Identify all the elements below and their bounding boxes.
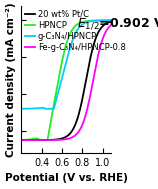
g-C₃N₄/HPNCP [88, 20, 90, 23]
20 wt% Pt/C [20, 139, 22, 141]
HPNCP [78, 22, 79, 25]
20 wt% Pt/C [26, 139, 28, 141]
Line: g-C₃N₄/HPNCP: g-C₃N₄/HPNCP [21, 20, 111, 109]
X-axis label: Potential (V vs. RHE): Potential (V vs. RHE) [5, 174, 128, 184]
Fe-g-C₃N₄/HPNCP-0.8 [77, 131, 79, 133]
20 wt% Pt/C [75, 122, 77, 125]
Legend: 20 wt% Pt/C, HPNCP, g-C₃N₄/HPNCP, Fe-g-C₃N₄/HPNCP-0.8: 20 wt% Pt/C, HPNCP, g-C₃N₄/HPNCP, Fe-g-C… [24, 8, 127, 54]
Fe-g-C₃N₄/HPNCP-0.8 [72, 136, 74, 138]
20 wt% Pt/C [98, 31, 100, 33]
HPNCP [88, 20, 90, 22]
HPNCP [26, 139, 28, 141]
HPNCP [110, 19, 112, 21]
g-C₃N₄/HPNCP [26, 108, 28, 110]
Fe-g-C₃N₄/HPNCP-0.8 [75, 134, 77, 136]
Line: Fe-g-C₃N₄/HPNCP-0.8: Fe-g-C₃N₄/HPNCP-0.8 [21, 25, 111, 140]
g-C₃N₄/HPNCP [98, 19, 100, 22]
Fe-g-C₃N₄/HPNCP-0.8 [98, 52, 100, 55]
g-C₃N₄/HPNCP [20, 108, 22, 110]
Fe-g-C₃N₄/HPNCP-0.8 [26, 139, 28, 141]
20 wt% Pt/C [110, 21, 112, 23]
20 wt% Pt/C [88, 62, 90, 64]
20 wt% Pt/C [72, 128, 74, 130]
Fe-g-C₃N₄/HPNCP-0.8 [88, 99, 90, 101]
HPNCP [75, 24, 77, 27]
HPNCP [39, 139, 41, 141]
Line: 20 wt% Pt/C: 20 wt% Pt/C [21, 22, 111, 140]
20 wt% Pt/C [77, 114, 79, 117]
Line: HPNCP: HPNCP [21, 20, 111, 140]
g-C₃N₄/HPNCP [78, 27, 79, 29]
HPNCP [98, 19, 100, 22]
g-C₃N₄/HPNCP [75, 32, 77, 34]
HPNCP [73, 27, 74, 29]
Fe-g-C₃N₄/HPNCP-0.8 [20, 139, 22, 141]
g-C₃N₄/HPNCP [73, 37, 74, 39]
g-C₃N₄/HPNCP [110, 19, 112, 22]
Y-axis label: Current density (mA cm⁻²): Current density (mA cm⁻²) [6, 2, 15, 157]
HPNCP [20, 139, 22, 141]
Fe-g-C₃N₄/HPNCP-0.8 [110, 24, 112, 26]
Text: $E_{1/2}$=0.902 V: $E_{1/2}$=0.902 V [77, 16, 158, 31]
g-C₃N₄/HPNCP [45, 108, 46, 110]
